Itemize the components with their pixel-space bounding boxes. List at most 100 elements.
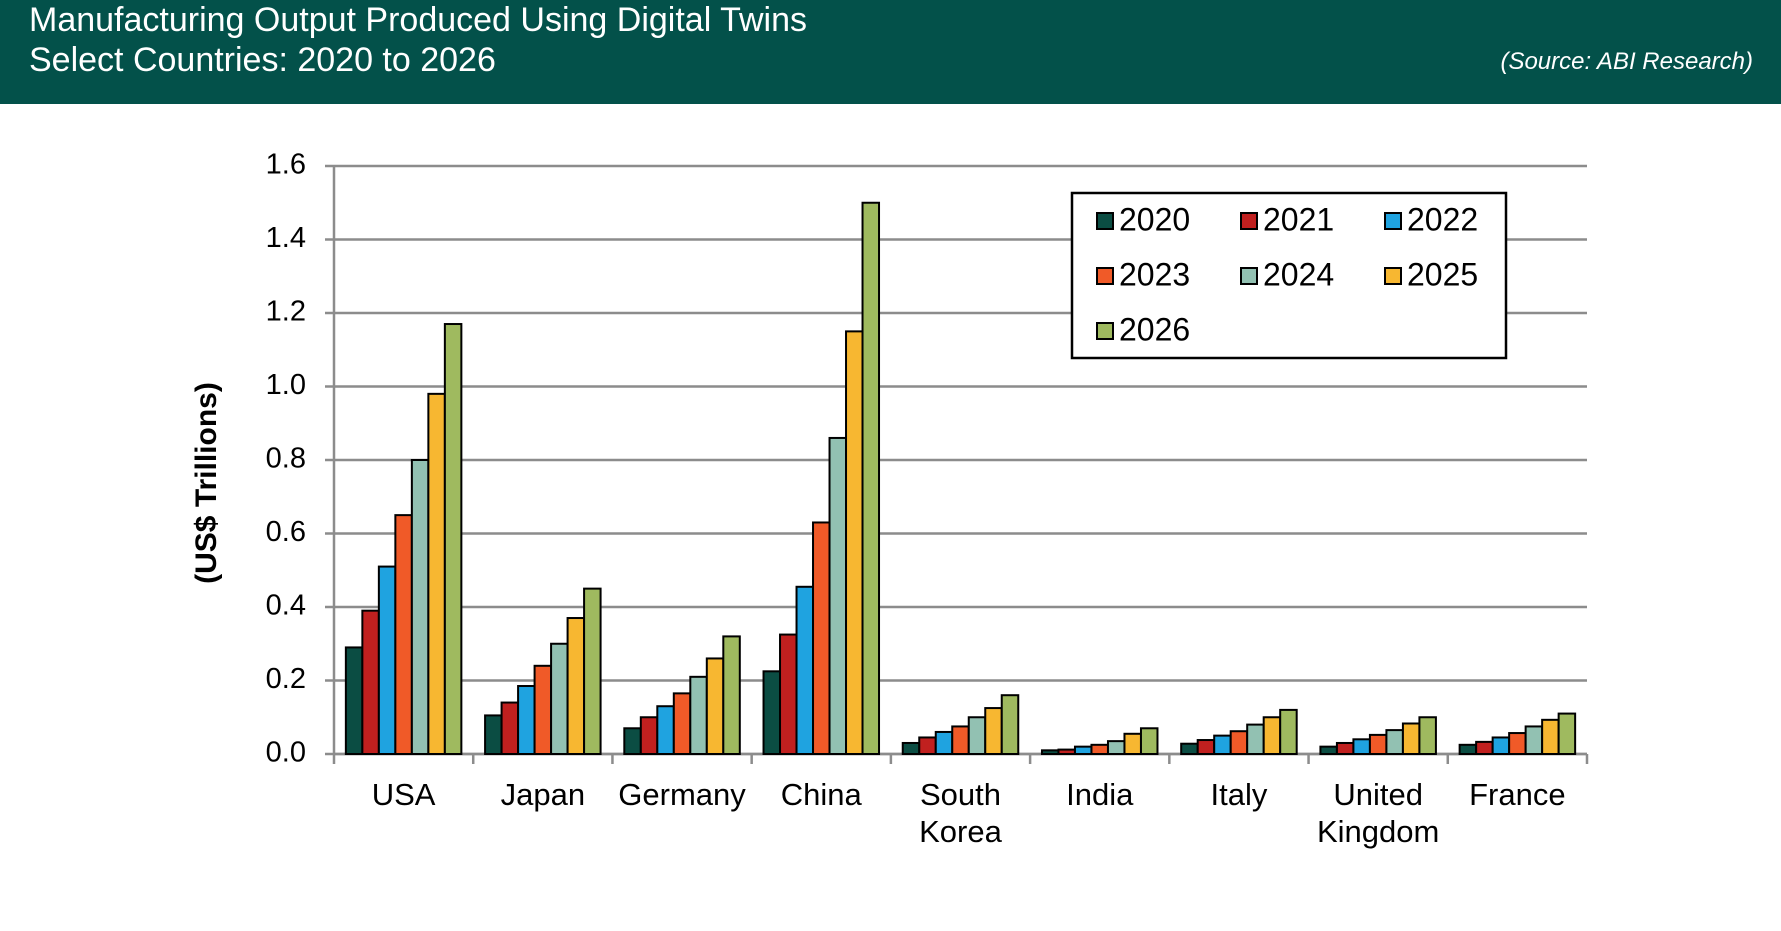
legend-box [1070, 191, 1508, 360]
legend-label: 2026 [1119, 311, 1190, 347]
bar [934, 730, 954, 756]
x-tick-label: France [1469, 777, 1566, 812]
y-tick-label: 1.2 [266, 296, 306, 328]
bar [828, 436, 848, 755]
legend-swatch [1240, 267, 1258, 285]
bar [1040, 749, 1060, 756]
bar [1508, 732, 1527, 755]
x-tick-label: South Korea [919, 777, 1002, 849]
y-tick-label: 0.6 [266, 516, 306, 548]
bar [845, 330, 864, 755]
bar [583, 587, 602, 755]
bar [656, 705, 675, 755]
bar [1368, 733, 1388, 756]
bar [1279, 708, 1298, 756]
bar [394, 514, 413, 755]
bar [1319, 745, 1338, 756]
y-tick-label: 0.8 [266, 443, 306, 475]
bar [1262, 716, 1282, 755]
x-tick-label: United Kingdom [1316, 777, 1440, 849]
bar [705, 657, 725, 756]
y-tick-label: 0.4 [266, 590, 306, 622]
bar [1385, 729, 1404, 755]
bar [1352, 738, 1371, 755]
bar [672, 692, 692, 755]
bar [1475, 740, 1494, 755]
bar [533, 664, 553, 755]
y-tick-label: 0.0 [266, 737, 306, 769]
bar [1139, 727, 1159, 756]
bar [951, 725, 970, 755]
bar [566, 617, 586, 756]
bar [861, 201, 881, 755]
bar [500, 701, 520, 755]
bar [361, 609, 380, 755]
legend-swatch [1096, 212, 1114, 230]
y-tick-label: 1.4 [266, 222, 306, 254]
y-tick-label: 1.6 [266, 149, 306, 181]
bar [779, 633, 798, 755]
legend-label: 2025 [1407, 256, 1478, 292]
legend-swatch [1096, 267, 1114, 285]
bar [689, 675, 708, 756]
source-note: (Source: ABI Research) [1500, 48, 1753, 75]
bar [1458, 743, 1478, 755]
x-tick-label: India [1066, 777, 1134, 812]
bar [1123, 732, 1142, 755]
chart-title: Manufacturing Output Produced Using Digi… [29, 1, 807, 39]
bar [639, 716, 659, 755]
bar [812, 521, 831, 755]
legend-label: 2023 [1119, 256, 1190, 292]
bar [623, 727, 642, 756]
bar [344, 646, 364, 755]
legend-swatch [1240, 212, 1258, 230]
legend-label: 2021 [1263, 201, 1334, 237]
bar [550, 642, 569, 755]
legend-label: 2022 [1407, 201, 1478, 237]
x-tick-label: USA [371, 777, 436, 812]
bar [762, 670, 782, 755]
bar [1418, 716, 1437, 755]
legend-swatch [1096, 322, 1114, 340]
bar [1180, 742, 1199, 756]
bar [377, 565, 397, 756]
bar [443, 323, 463, 755]
y-axis-label: (US$ Trillions) [190, 382, 223, 584]
bar [1541, 718, 1560, 756]
bar [1106, 740, 1126, 756]
bar [1196, 739, 1216, 755]
chart-subtitle: Select Countries: 2020 to 2026 [29, 41, 496, 79]
bar [1557, 712, 1577, 756]
legend-label: 2024 [1263, 256, 1334, 292]
x-tick-label: Italy [1210, 777, 1268, 812]
bar [967, 716, 987, 755]
bar [1073, 745, 1093, 756]
bar [722, 635, 741, 756]
y-tick-label: 0.2 [266, 663, 306, 695]
bar [1401, 722, 1421, 755]
legend-swatch [1384, 267, 1402, 285]
bar [1246, 723, 1265, 755]
bar [1335, 741, 1355, 755]
legend-label: 2020 [1119, 201, 1190, 237]
legend-swatch [1384, 212, 1402, 230]
bar [1213, 734, 1232, 755]
bar [1524, 725, 1544, 755]
bar [984, 707, 1003, 755]
bar [484, 714, 503, 755]
bar [918, 736, 937, 756]
header: Manufacturing Output Produced Using Digi… [0, 0, 1781, 104]
bar [1000, 694, 1020, 756]
bar [795, 585, 815, 755]
bar [410, 459, 430, 755]
x-tick-label: Japan [500, 777, 586, 812]
bar [1491, 736, 1511, 756]
bar [1057, 748, 1076, 756]
x-tick-label: China [780, 777, 862, 812]
bar [901, 741, 921, 755]
bar [517, 685, 536, 756]
bar [1090, 743, 1109, 755]
y-tick-label: 1.0 [266, 369, 306, 401]
